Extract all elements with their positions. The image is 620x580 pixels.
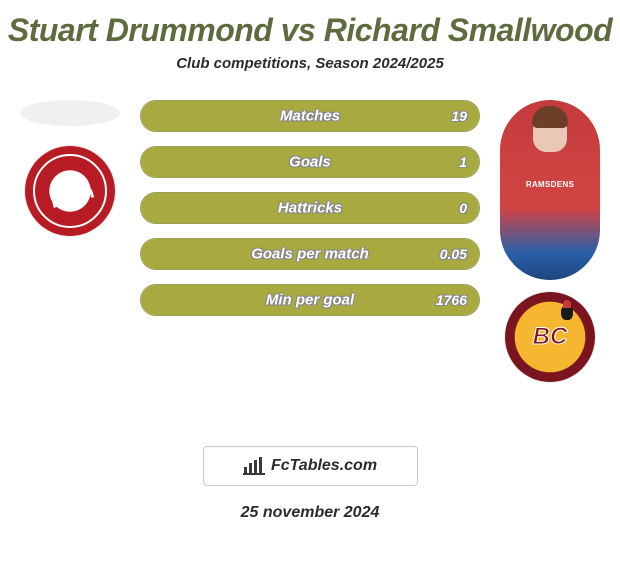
club-badge-left <box>25 146 115 236</box>
stat-row: Min per goal 1766 <box>140 284 480 316</box>
comparison-content: RAMSDENS BC Matches19Goals1Hattricks0Goa… <box>0 100 620 316</box>
stat-value-right: 19 <box>451 108 467 124</box>
stat-bars: Matches 19 Goals 1 Hattricks 0 Goals per match… <box>140 100 480 316</box>
stat-label: Hattricks <box>278 200 342 217</box>
stat-value-right: 1 <box>459 154 467 170</box>
player-left-photo-placeholder <box>20 100 120 126</box>
player-right-photo: RAMSDENS <box>500 100 600 280</box>
comparison-title: Stuart Drummond vs Richard Smallwood <box>0 0 620 55</box>
badge-initials: BC <box>533 323 568 351</box>
stat-row: Hattricks 0 <box>140 192 480 224</box>
stat-value-right: 0 <box>459 200 467 216</box>
stat-label: Min per goal <box>266 292 354 309</box>
rooster-icon <box>557 298 577 324</box>
stat-label: Goals per match <box>251 246 369 263</box>
season-subtitle: Club competitions, Season 2024/2025 <box>0 55 620 72</box>
stat-value-right: 1766 <box>436 292 467 308</box>
shrimp-icon <box>50 178 90 204</box>
stat-label: Goals <box>289 154 331 171</box>
brand-text: FcTables.com <box>271 457 377 475</box>
jersey-sponsor-text: RAMSDENS <box>526 180 574 189</box>
stat-row: Goals per match 0.05 <box>140 238 480 270</box>
right-player-column: RAMSDENS BC <box>490 100 610 382</box>
brand-badge: FcTables.com <box>203 446 418 486</box>
chart-icon <box>243 457 265 475</box>
stat-row: Matches 19 <box>140 100 480 132</box>
stat-value-right: 0.05 <box>440 246 467 262</box>
stat-label: Matches <box>280 108 340 125</box>
stat-row: Goals 1 <box>140 146 480 178</box>
left-player-column <box>10 100 130 236</box>
club-badge-right: BC <box>505 292 595 382</box>
comparison-date: 25 november 2024 <box>0 504 620 522</box>
